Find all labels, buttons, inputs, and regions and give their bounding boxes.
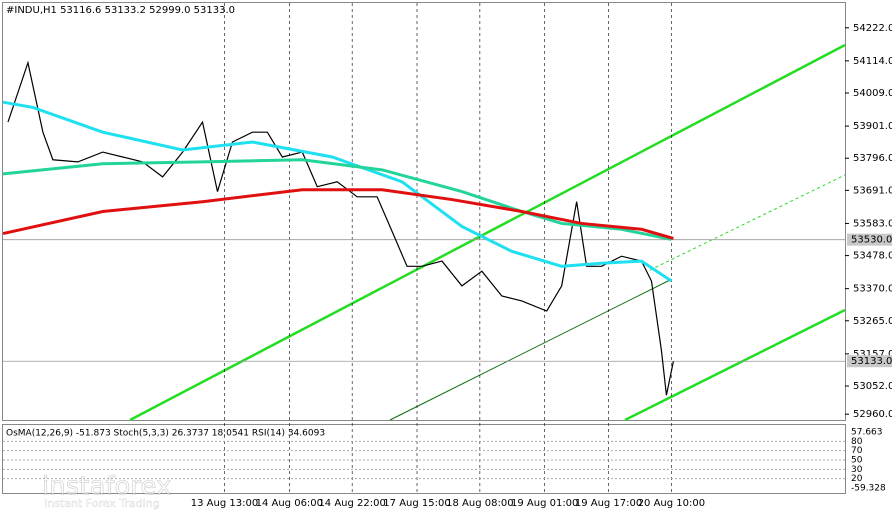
trend-line (389, 279, 671, 421)
indicator-pane (2, 424, 846, 494)
y-tick-label: 53265.0 (853, 316, 892, 327)
x-tick-label: 20 Aug 10:00 (638, 498, 705, 509)
y-tick-label: 54114.0 (853, 56, 892, 67)
indicator-label: 50 (851, 456, 863, 466)
y-tick-label: 53583.0 (853, 218, 892, 229)
x-tick-label: 19 Aug 17:00 (575, 498, 642, 509)
indicator-label: -59.328 (851, 484, 886, 494)
price-label-box (847, 355, 892, 368)
price-label-box (847, 233, 892, 246)
y-tick-label: 53796.0 (853, 153, 892, 164)
watermark: instaforex (42, 472, 171, 502)
channel-line (624, 308, 846, 422)
x-tick-label: 14 Aug 06:00 (256, 498, 323, 509)
x-tick-label: 19 Aug 01:00 (511, 498, 578, 509)
price-label: 53530.0 (851, 235, 892, 246)
price-pane (2, 2, 846, 421)
y-tick-label: 53691.0 (853, 185, 892, 196)
price-label: 53133.0 (851, 356, 892, 367)
watermark-sub: Instant Forex Trading (44, 497, 160, 510)
x-tick-label: 18 Aug 08:00 (446, 498, 513, 509)
x-tick-label: 13 Aug 13:00 (191, 498, 258, 509)
indicator-label: 20 (851, 474, 863, 484)
x-tick-label: 17 Aug 15:00 (383, 498, 450, 509)
x-tick-label: 14 Aug 22:00 (318, 498, 385, 509)
chart-title: #INDU,H1 53116.6 53133.2 52999.0 53133.0 (6, 5, 235, 16)
y-tick-label: 52960.0 (853, 409, 892, 420)
indicator-label: 57.663 (851, 428, 883, 438)
indicator-label: 70 (851, 446, 863, 456)
y-tick-label: 53901.0 (853, 121, 892, 132)
y-tick-label: 53370.0 (853, 284, 892, 295)
trend-line (649, 174, 846, 271)
y-tick-label: 53157.0 (853, 349, 892, 360)
series-line (2, 158, 672, 241)
y-tick-label: 53478.0 (853, 251, 892, 262)
indicator-label: 30 (851, 465, 863, 475)
indicator-label: 80 (851, 437, 863, 447)
y-tick-label: 54222.0 (853, 23, 892, 34)
series-line (7, 60, 674, 396)
indicator-title: OsMA(12,26,9) -51.873 Stoch(5,3,3) 26.37… (6, 429, 325, 439)
y-tick-label: 54009.0 (853, 88, 892, 99)
y-tick-label: 53052.0 (853, 381, 892, 392)
series-line (2, 100, 673, 283)
channel-line (129, 43, 846, 422)
series-line (2, 188, 674, 240)
